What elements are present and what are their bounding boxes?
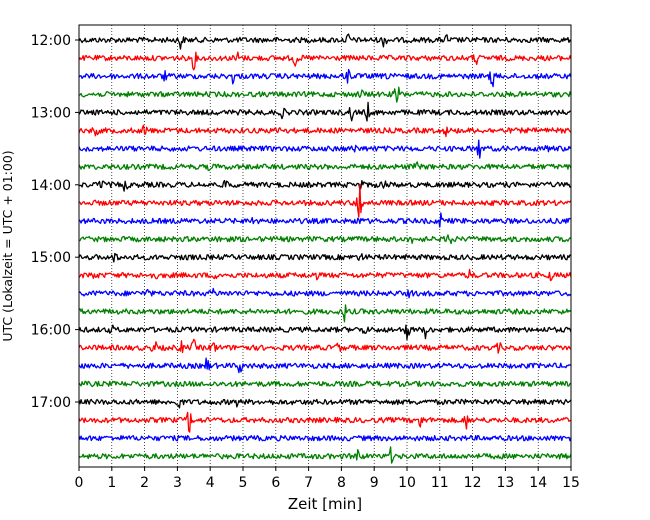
trace-1330 bbox=[78, 139, 572, 159]
y-tick-label: 17:00 bbox=[31, 395, 71, 411]
y-tick-label: 16:00 bbox=[31, 323, 71, 339]
x-tick-label: 8 bbox=[337, 475, 346, 491]
trace-1600 bbox=[78, 324, 572, 341]
trace-1230 bbox=[78, 68, 572, 88]
trace-1200 bbox=[78, 33, 572, 50]
trace-1630 bbox=[78, 357, 572, 374]
trace-1345 bbox=[78, 161, 572, 172]
x-tick-label: 2 bbox=[140, 475, 149, 491]
trace-1245 bbox=[78, 86, 572, 103]
trace-1745 bbox=[78, 446, 572, 464]
y-tick-label: 14:00 bbox=[31, 178, 71, 194]
x-axis: 0 1 2 3 4 5 6 7 8 9 10 11 12 13 14 15 bbox=[75, 467, 580, 491]
trace-1645 bbox=[78, 380, 572, 388]
trace-1530 bbox=[78, 287, 572, 299]
trace-1715 bbox=[78, 411, 572, 433]
x-tick-label: 7 bbox=[304, 475, 313, 491]
y-axis: 12:00 13:00 14:00 15:00 16:00 17:00 bbox=[31, 33, 79, 411]
trace-1730 bbox=[78, 434, 572, 442]
trace-1415 bbox=[78, 183, 572, 218]
y-tick-label: 15:00 bbox=[31, 250, 71, 266]
trace-1700 bbox=[78, 398, 572, 409]
y-tick-label: 12:00 bbox=[31, 33, 71, 49]
x-tick-label: 5 bbox=[239, 475, 248, 491]
trace-1445 bbox=[78, 234, 572, 245]
y-tick-label: 13:00 bbox=[31, 105, 71, 121]
x-tick-label: 0 bbox=[75, 475, 84, 491]
x-tick-label: 6 bbox=[271, 475, 280, 491]
x-tick-label: 15 bbox=[562, 475, 580, 491]
trace-1545 bbox=[78, 304, 572, 323]
trace-1315 bbox=[78, 124, 572, 138]
x-tick-label: 12 bbox=[464, 475, 482, 491]
trace-1430 bbox=[78, 212, 572, 228]
x-tick-label: 3 bbox=[173, 475, 182, 491]
trace-1515 bbox=[78, 268, 572, 282]
trace-1400 bbox=[78, 179, 572, 192]
trace-1215 bbox=[78, 51, 572, 71]
x-tick-label: 10 bbox=[398, 475, 416, 491]
trace-1500 bbox=[78, 252, 572, 263]
x-tick-label: 1 bbox=[107, 475, 116, 491]
trace-layer bbox=[78, 33, 572, 464]
x-axis-label: Zeit [min] bbox=[288, 495, 362, 513]
x-tick-label: 4 bbox=[206, 475, 215, 491]
x-tick-label: 14 bbox=[529, 475, 547, 491]
x-tick-label: 11 bbox=[431, 475, 449, 491]
y-axis-label: UTC (Lokalzeit = UTC + 01:00) bbox=[0, 150, 15, 341]
x-tick-label: 9 bbox=[370, 475, 379, 491]
x-tick-label: 13 bbox=[496, 475, 514, 491]
plot-frame bbox=[78, 24, 572, 468]
trace-1300 bbox=[78, 101, 572, 122]
trace-1615 bbox=[78, 338, 572, 354]
